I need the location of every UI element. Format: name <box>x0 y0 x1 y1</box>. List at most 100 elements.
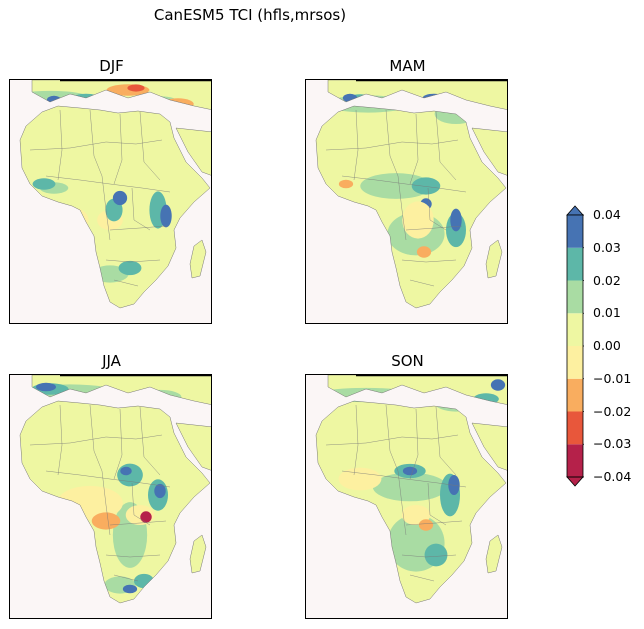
coastline <box>471 127 507 176</box>
map-panel-jja <box>9 374 212 619</box>
country-border <box>57 109 63 181</box>
country-border <box>427 482 447 526</box>
tci-contour-patch <box>91 512 121 530</box>
colorbar-extend-min <box>566 476 584 487</box>
country-border <box>405 225 463 231</box>
colorbar-tick-label: 0.01 <box>593 305 621 321</box>
country-border <box>353 109 359 181</box>
country-border <box>427 187 447 231</box>
colorbar-tick-label: −0.01 <box>593 370 632 386</box>
tci-contour-patch <box>360 173 432 199</box>
colorbar-segment <box>567 215 583 248</box>
country-border <box>105 554 161 558</box>
country-border <box>131 482 151 526</box>
colorbar-segment <box>567 280 583 314</box>
country-border <box>109 225 167 231</box>
tci-contour-patch <box>141 96 179 108</box>
country-border <box>435 111 457 181</box>
tci-contour-patch <box>198 114 211 126</box>
colorbar-tick-label: 0.00 <box>593 338 621 353</box>
tci-contour-patch <box>316 387 416 403</box>
coastline <box>189 239 207 279</box>
country-border <box>397 470 407 536</box>
coastline <box>19 105 211 309</box>
tci-contour-patch <box>450 208 462 232</box>
country-border <box>89 404 103 472</box>
colorbar-tick-label: 0.02 <box>593 272 621 288</box>
colorbar-segment <box>567 411 583 445</box>
coastline <box>31 80 211 110</box>
coastline <box>471 422 507 471</box>
tci-contour-patch <box>102 221 138 259</box>
coastline <box>175 422 211 471</box>
africa-map-jja <box>19 375 211 604</box>
map-panel-mam <box>305 79 508 324</box>
country-border <box>401 554 457 558</box>
country-border <box>45 175 171 193</box>
tci-contour-patch <box>127 84 145 92</box>
country-border <box>409 574 435 582</box>
tci-contour-patch <box>167 108 193 124</box>
country-border <box>325 139 459 151</box>
colorbar <box>566 205 584 487</box>
colorbar-segment <box>567 313 583 346</box>
land-field <box>316 80 507 308</box>
country-border <box>89 109 103 177</box>
country-border <box>131 187 151 231</box>
country-border <box>105 259 161 263</box>
country-border <box>325 434 459 446</box>
country-border <box>409 279 435 287</box>
land-field <box>316 375 507 603</box>
country-border <box>101 175 111 241</box>
colorbar-tick-label: −0.04 <box>593 469 632 484</box>
tci-contour-patch <box>411 177 441 195</box>
africa-map-mam <box>315 80 507 309</box>
country-border <box>101 470 111 536</box>
country-border <box>57 404 63 476</box>
tci-contour-patch <box>473 393 499 405</box>
panel-title-son: SON <box>391 352 424 370</box>
coastline <box>315 400 507 604</box>
figure-title: CanESM5 TCI (hfls,mrsos) <box>153 6 347 24</box>
panel-title-djf: DJF <box>99 57 124 75</box>
tci-contour-patch <box>162 98 194 110</box>
country-border <box>405 520 463 526</box>
tci-contour-patch <box>418 519 434 531</box>
colorbar-tick-label: −0.03 <box>593 436 632 452</box>
coastline <box>189 534 207 574</box>
tci-contour-patch <box>325 95 411 113</box>
tci-contour-patch <box>338 179 354 189</box>
coastline <box>19 400 211 604</box>
coastline <box>485 239 503 279</box>
country-border <box>409 408 419 480</box>
country-border <box>435 406 457 476</box>
country-border <box>341 470 467 488</box>
country-border <box>385 404 399 472</box>
tci-contour-patch <box>134 573 154 589</box>
colorbar-extend-max <box>566 205 584 216</box>
africa-map-son <box>315 375 507 604</box>
tci-contour-patch <box>46 95 62 105</box>
tci-contour-patch <box>402 466 418 476</box>
tci-contour-patch <box>32 178 56 190</box>
country-border <box>29 434 163 446</box>
land-field <box>20 80 211 308</box>
coastline <box>485 534 503 574</box>
tci-contour-patch <box>416 246 432 258</box>
country-border <box>113 279 139 287</box>
tci-contour-patch <box>36 382 56 392</box>
tci-contour-patch <box>332 246 352 266</box>
tci-contour-patch <box>51 207 89 233</box>
tci-contour-patch <box>448 475 460 495</box>
country-border <box>139 111 161 181</box>
tci-contour-patch <box>342 93 358 103</box>
country-border <box>341 175 467 193</box>
colorbar-segment <box>567 346 583 379</box>
colorbar-tick-label: 0.04 <box>593 207 621 222</box>
tci-contour-patch <box>490 379 506 391</box>
tci-contour-patch <box>338 467 382 491</box>
africa-map-djf <box>19 80 211 309</box>
land-field <box>20 375 211 603</box>
tci-contour-patch <box>117 463 143 487</box>
colorbar-segment <box>567 378 583 412</box>
